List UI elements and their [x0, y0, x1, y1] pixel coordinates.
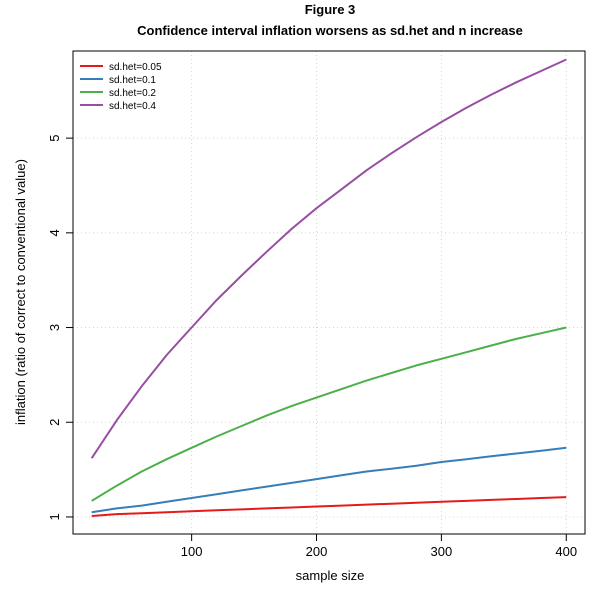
y-tick-label: 3	[47, 324, 62, 331]
chart-subtitle: Confidence interval inflation worsens as…	[137, 23, 523, 38]
legend-label: sd.het=0.05	[109, 62, 162, 73]
grid	[73, 51, 585, 534]
series-line	[91, 326, 567, 502]
legend-label: sd.het=0.4	[109, 101, 156, 112]
plot-frame	[72, 50, 586, 535]
chart-title: Figure 3	[305, 2, 356, 17]
legend-label: sd.het=0.2	[109, 88, 156, 99]
y-tick-label: 1	[47, 513, 62, 520]
y-axis: 1 2 3 4 5	[47, 135, 73, 521]
x-axis-label: sample size	[296, 568, 365, 583]
x-tick-label: 200	[306, 544, 328, 559]
x-tick-label: 400	[555, 544, 577, 559]
y-tick-label: 2	[47, 419, 62, 426]
x-axis: 100 200 300 400	[181, 534, 577, 559]
series-line	[91, 496, 567, 517]
x-tick-label: 300	[431, 544, 453, 559]
y-axis-label: inflation (ratio of correct to conventio…	[13, 159, 28, 425]
series-line	[90, 58, 567, 459]
y-tick-label: 5	[47, 135, 62, 142]
series-lines	[90, 58, 567, 517]
x-tick-label: 100	[181, 544, 203, 559]
series-line	[91, 446, 567, 514]
legend: sd.het=0.05 sd.het=0.1 sd.het=0.2 sd.het=0.…	[80, 62, 162, 112]
legend-label: sd.het=0.1	[109, 75, 156, 86]
y-tick-label: 4	[47, 229, 62, 236]
